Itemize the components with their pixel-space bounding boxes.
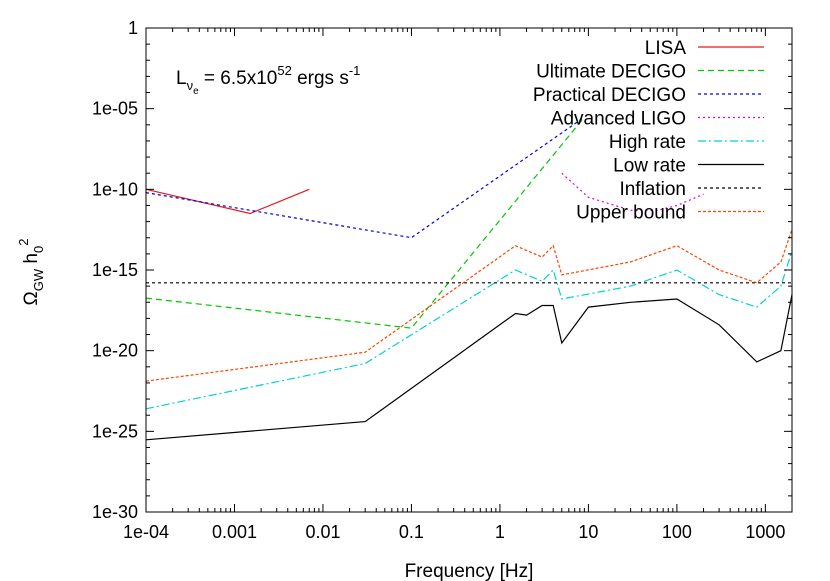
legend-label-low-rate: Low rate xyxy=(613,156,686,177)
series-high-rate xyxy=(145,250,793,410)
y-tick-label: 1e-25 xyxy=(92,421,138,441)
series-upper-bound xyxy=(145,229,793,382)
y-tick-label: 1e-30 xyxy=(92,502,138,522)
x-tick-label: 1000 xyxy=(745,522,785,542)
y-tick-label: 1e-20 xyxy=(92,341,138,361)
x-tick-label: 1e-04 xyxy=(123,522,169,542)
x-tick-label: 0.001 xyxy=(212,522,257,542)
series-layer xyxy=(145,116,793,441)
legend-label-practical-decigo: Practical DECIGO xyxy=(533,85,686,106)
y-tick-label: 1e-15 xyxy=(92,260,138,280)
y-tick-label: 1e-05 xyxy=(92,99,138,119)
series-lisa xyxy=(145,188,310,215)
series-low-rate xyxy=(145,294,793,441)
x-tick-label: 100 xyxy=(662,522,692,542)
legend-label-advanced-ligo: Advanced LIGO xyxy=(551,109,686,130)
x-tick-label: 0.01 xyxy=(305,522,340,542)
series-practical-decigo xyxy=(145,116,585,239)
y-tick-label: 1e-10 xyxy=(92,179,138,199)
x-tick-label: 10 xyxy=(578,522,598,542)
luminosity-annotation: Lνe = 6.5x1052 ergs s-1 xyxy=(176,63,360,97)
series-ultimate-decigo xyxy=(145,116,585,329)
x-tick-label: 0.1 xyxy=(399,522,424,542)
y-axis-title: ΩGW h02 xyxy=(16,239,46,306)
legend-label-inflation: Inflation xyxy=(619,179,686,200)
legend-label-lisa: LISA xyxy=(645,38,687,59)
legend-label-high-rate: High rate xyxy=(609,132,686,153)
series-advanced-ligo xyxy=(561,172,704,211)
x-axis-title: Frequency [Hz] xyxy=(405,561,534,581)
x-tick-label: 1 xyxy=(495,522,505,542)
legend-label-ultimate-decigo: Ultimate DECIGO xyxy=(536,62,686,83)
ticks-layer: 1e-04 0.001 0.01 0.1 1 10 100 1000 1 1e-05 1e-10 1e… xyxy=(92,18,793,542)
legend-label-upper-bound: Upper bound xyxy=(576,203,686,224)
plot-frame xyxy=(145,27,793,513)
y-tick-label: 1 xyxy=(128,18,138,38)
